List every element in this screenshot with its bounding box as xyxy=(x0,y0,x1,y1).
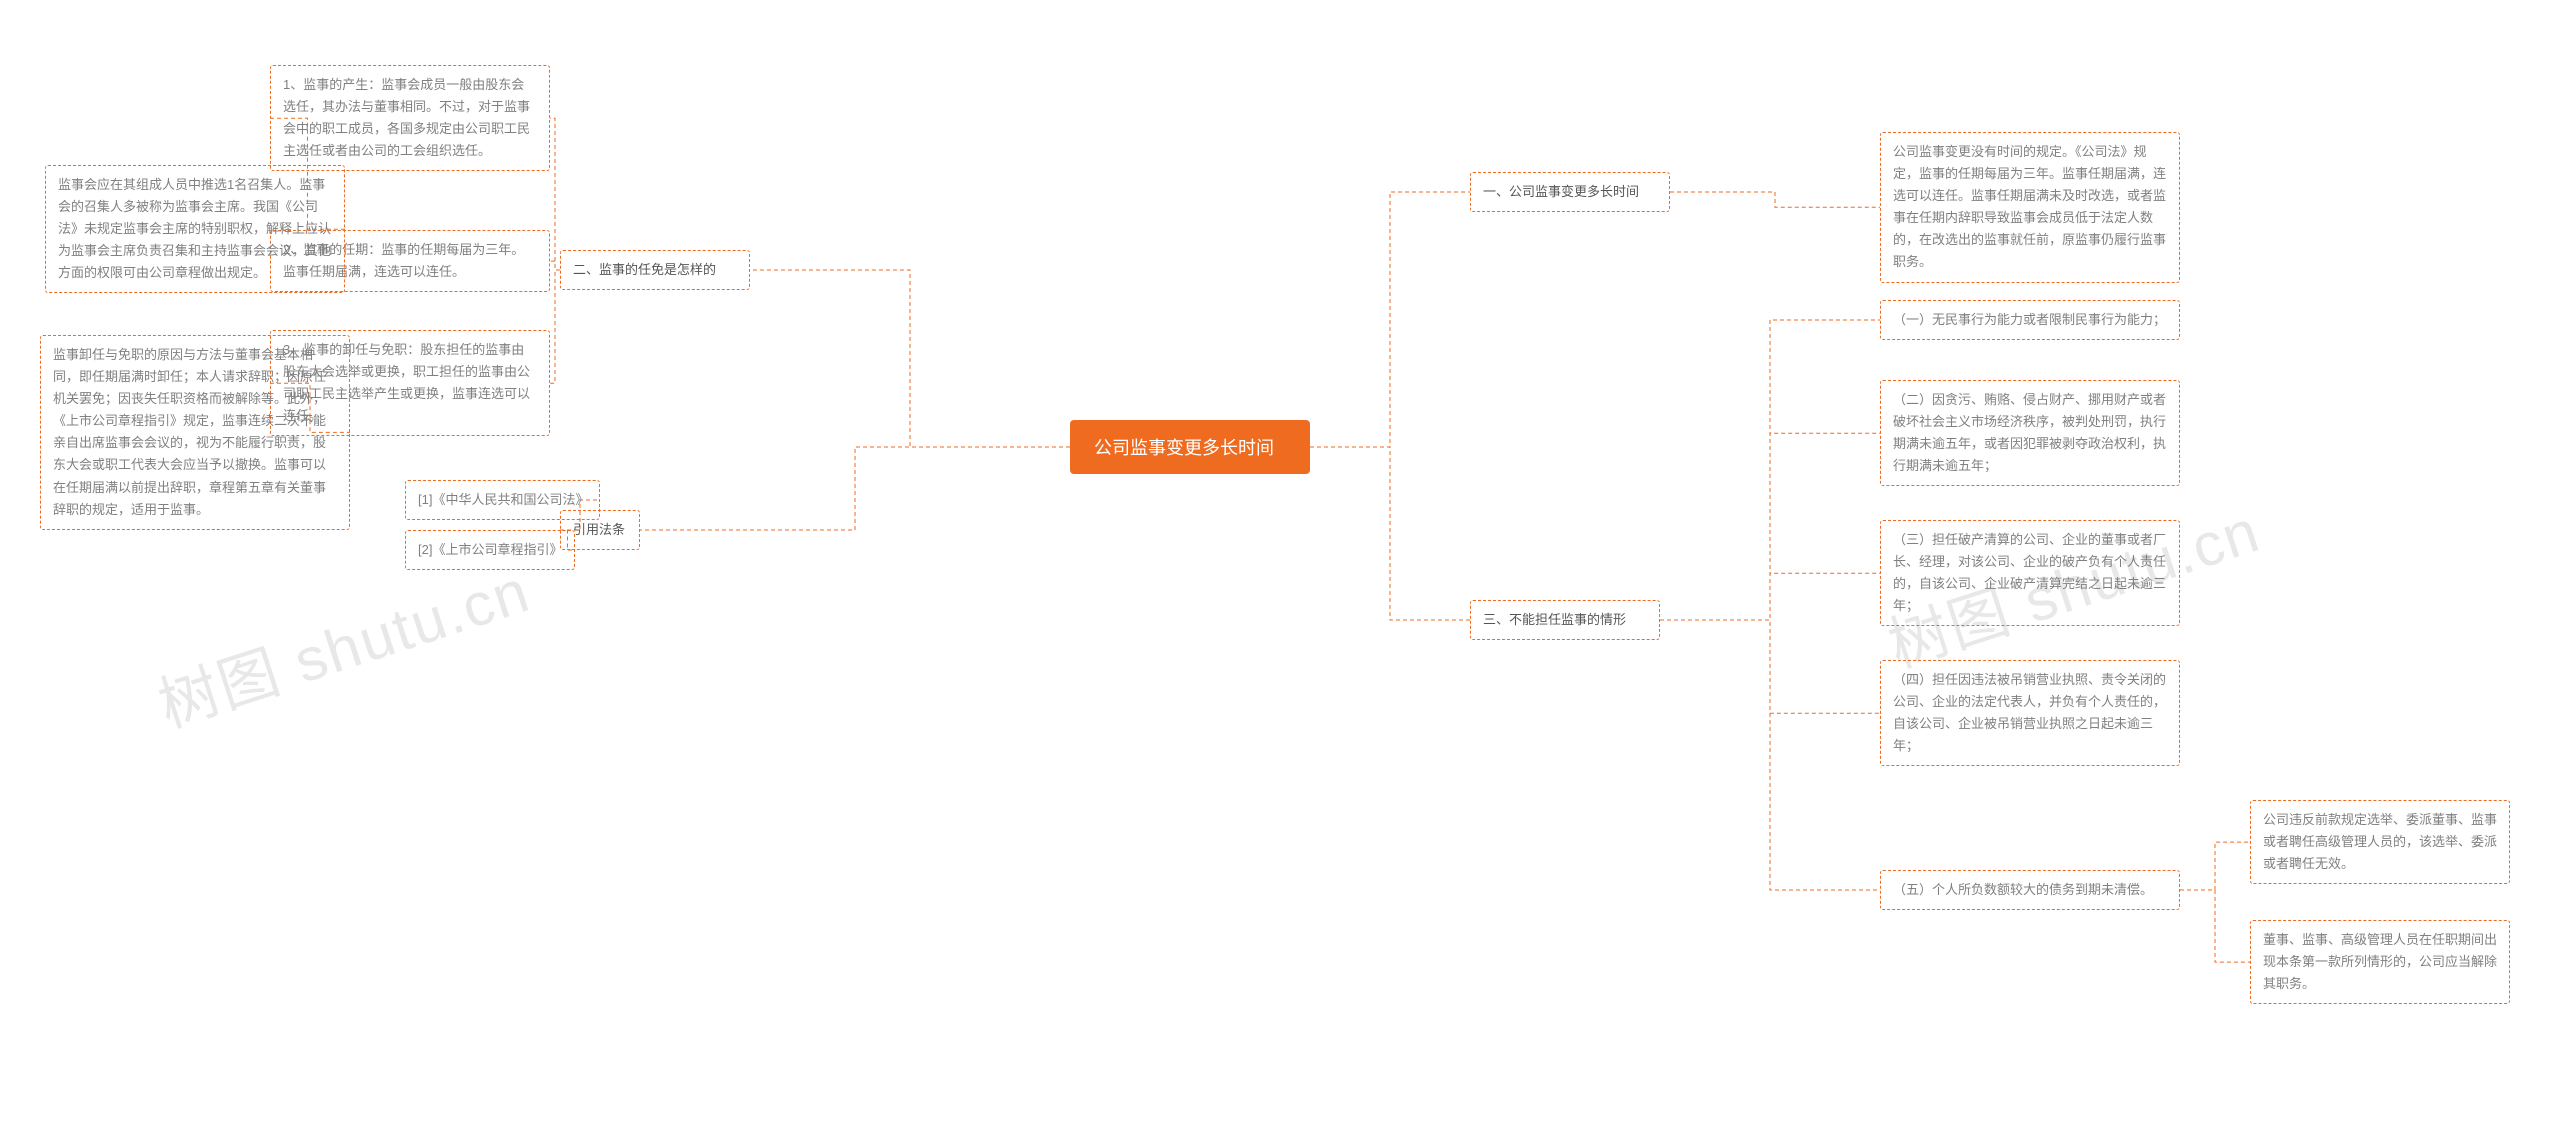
mindmap-node: 一、公司监事变更多长时间 xyxy=(1470,172,1670,212)
mindmap-node: 公司监事变更没有时间的规定。《公司法》规定，监事的任期每届为三年。监事任期届满，… xyxy=(1880,132,2180,283)
mindmap-node: 监事会应在其组成人员中推选1名召集人。监事会的召集人多被称为监事会主席。我国《公… xyxy=(45,165,345,293)
mindmap-node: [1]《中华人民共和国公司法》 xyxy=(405,480,600,520)
mindmap-node: 董事、监事、高级管理人员在任职期间出现本条第一款所列情形的，公司应当解除其职务。 xyxy=(2250,920,2510,1004)
center-node: 公司监事变更多长时间 xyxy=(1070,420,1310,474)
watermark-1: 树图 shutu.cn xyxy=(146,543,540,745)
mindmap-node: [2]《上市公司章程指引》 xyxy=(405,530,575,570)
mindmap-node: 公司违反前款规定选举、委派董事、监事或者聘任高级管理人员的，该选举、委派或者聘任… xyxy=(2250,800,2510,884)
mindmap-node: （五）个人所负数额较大的债务到期未清偿。 xyxy=(1880,870,2180,910)
mindmap-node: 1、监事的产生：监事会成员一般由股东会选任，其办法与董事相同。不过，对于监事会中… xyxy=(270,65,550,171)
mindmap-node: （四）担任因违法被吊销营业执照、责令关闭的公司、企业的法定代表人，并负有个人责任… xyxy=(1880,660,2180,766)
mindmap-node: 监事卸任与免职的原因与方法与董事会基本相同，即任期届满时卸任；本人请求辞职；因原… xyxy=(40,335,350,530)
mindmap-node: （一）无民事行为能力或者限制民事行为能力； xyxy=(1880,300,2180,340)
mindmap-node: 三、不能担任监事的情形 xyxy=(1470,600,1660,640)
mindmap-node: （三）担任破产清算的公司、企业的董事或者厂长、经理，对该公司、企业的破产负有个人… xyxy=(1880,520,2180,626)
mindmap-node: （二）因贪污、贿赂、侵占财产、挪用财产或者破坏社会主义市场经济秩序，被判处刑罚，… xyxy=(1880,380,2180,486)
mindmap-node: 二、监事的任免是怎样的 xyxy=(560,250,750,290)
